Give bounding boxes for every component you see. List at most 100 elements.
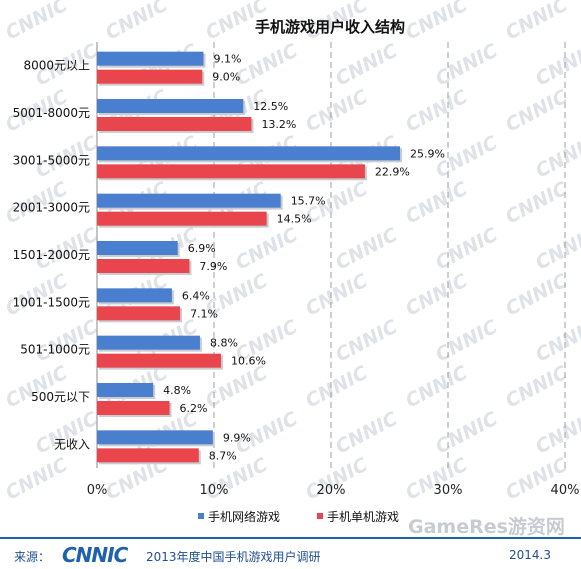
category-label: 5001-8000元 — [13, 106, 90, 120]
bar — [97, 164, 365, 179]
bar — [97, 306, 181, 321]
category-label: 2001-3000元 — [13, 201, 90, 215]
cnnic-watermark: CNNIC — [432, 224, 501, 275]
cnnic-watermark: CNNIC — [332, 224, 401, 275]
category-label: 500元以下 — [31, 390, 90, 404]
bar — [97, 353, 222, 368]
bar — [97, 335, 200, 350]
bar — [97, 193, 281, 208]
cnnic-watermark: CNNIC — [502, 178, 571, 229]
footer-report-title: 2013年度中国手机游戏用户调研 — [146, 550, 321, 564]
category-label: 无收入 — [54, 437, 90, 451]
footer: 来源： CNNIC 2013年度中国手机游戏用户调研 2014.3 — [0, 537, 581, 569]
cnnic-watermark: CNNIC — [232, 224, 301, 275]
data-label: 9.9% — [223, 431, 251, 444]
cnnic-watermark: CNNIC — [402, 0, 471, 44]
chart-title: 手机游戏用户收入结构 — [255, 18, 405, 36]
data-label: 8.7% — [209, 449, 237, 462]
data-label: 10.6% — [231, 355, 266, 368]
x-tick-label: 30% — [434, 483, 463, 498]
bar — [97, 288, 172, 303]
bar — [97, 211, 267, 226]
bar — [97, 259, 190, 273]
data-label: 25.9% — [410, 147, 445, 160]
data-label: 12.5% — [253, 100, 288, 113]
bar — [97, 448, 199, 463]
category-label: 1501-2000元 — [13, 248, 90, 262]
data-label: 6.9% — [188, 242, 216, 255]
cnnic-watermark: CNNIC — [532, 132, 581, 183]
category-label: 501-1000元 — [20, 343, 90, 357]
cnnic-watermark: CNNIC — [332, 40, 401, 91]
footer-date: 2014.3 — [509, 548, 551, 562]
cnnic-watermark: CNNIC — [432, 316, 501, 367]
legend-label: 手机单机游戏 — [327, 510, 399, 524]
cnnic-watermark: CNNIC — [232, 40, 301, 91]
x-tick-labels: 0% 10% 20% 30% 40% — [87, 483, 580, 498]
cnnic-watermark: CNNIC — [302, 270, 371, 321]
cnnic-watermark: CNNIC — [302, 86, 371, 137]
bar — [97, 99, 244, 113]
cnnic-watermark: CNNIC — [502, 362, 571, 413]
legend-label: 手机网络游戏 — [208, 509, 280, 524]
cnnic-watermark: CNNIC — [532, 408, 581, 459]
bar — [97, 430, 213, 445]
cnnic-watermark: CNNIC — [332, 316, 401, 367]
cnnic-watermark: CNNIC — [402, 362, 471, 413]
legend: 手机网络游戏 手机单机游戏 — [198, 509, 399, 524]
data-label: 7.9% — [199, 260, 227, 273]
x-tick-label: 20% — [317, 483, 346, 498]
cnnic-watermark: CNNIC — [2, 454, 71, 505]
bar — [97, 383, 154, 397]
cnnic-watermark: CNNIC — [502, 0, 571, 44]
bar — [97, 117, 252, 131]
footer-logo: CNNIC — [62, 543, 128, 567]
site-watermark: GameRes游资网 — [408, 516, 565, 538]
x-tick-label: 40% — [551, 483, 580, 498]
bar — [97, 51, 204, 66]
x-tick-label: 0% — [87, 483, 108, 498]
cnnic-watermark: CNNIC — [402, 178, 471, 229]
bar — [97, 69, 203, 84]
data-label: 6.4% — [182, 289, 210, 302]
legend-swatch — [198, 513, 204, 519]
cnnic-watermark: CNNIC — [432, 408, 501, 459]
footer-source-label: 来源： — [14, 550, 51, 564]
data-label: 6.2% — [180, 402, 208, 415]
bar — [97, 401, 170, 415]
data-label: 9.0% — [212, 71, 240, 84]
bar — [97, 241, 178, 255]
data-label: 9.1% — [213, 53, 241, 66]
data-label: 15.7% — [291, 195, 326, 208]
bar — [97, 146, 401, 161]
cnnic-watermark: CNNIC — [102, 0, 171, 44]
cnnic-watermark: CNNIC — [2, 362, 71, 413]
cnnic-watermark: CNNIC — [532, 316, 581, 367]
cnnic-watermark: CNNIC — [432, 40, 501, 91]
cnnic-watermark: CNNIC — [532, 224, 581, 275]
legend-swatch — [317, 513, 323, 519]
category-label: 1001-1500元 — [13, 295, 90, 309]
category-labels: 8000元以上 5001-8000元 3001-5000元 2001-3000元 150… — [13, 59, 90, 452]
data-label: 4.8% — [163, 384, 191, 397]
cnnic-watermark: CNNIC — [532, 40, 581, 91]
data-label: 22.9% — [375, 165, 410, 178]
data-label: 8.8% — [210, 337, 238, 350]
value-labels: 9.1% 9.0% 12.5% 13.2% 25.9%22.9% 15.7% 14.5% 6.… — [163, 53, 445, 463]
cnnic-watermark: CNNIC — [32, 316, 101, 367]
data-label: 7.1% — [190, 307, 218, 320]
cnnic-watermark: CNNIC — [2, 0, 71, 44]
cnnic-watermark: CNNIC — [502, 86, 571, 137]
cnnic-watermark: CNNIC — [402, 86, 471, 137]
data-label: 13.2% — [261, 118, 296, 131]
cnnic-watermark: CNNIC — [502, 270, 571, 321]
category-label: 3001-5000元 — [13, 153, 90, 167]
category-label: 8000元以上 — [23, 59, 90, 73]
x-tick-label: 10% — [200, 483, 229, 498]
cnnic-watermark: CNNIC — [302, 362, 371, 413]
cnnic-watermark: CNNIC — [402, 270, 471, 321]
cnnic-watermark: CNNIC — [332, 408, 401, 459]
data-label: 14.5% — [277, 213, 312, 226]
bars — [97, 51, 403, 465]
